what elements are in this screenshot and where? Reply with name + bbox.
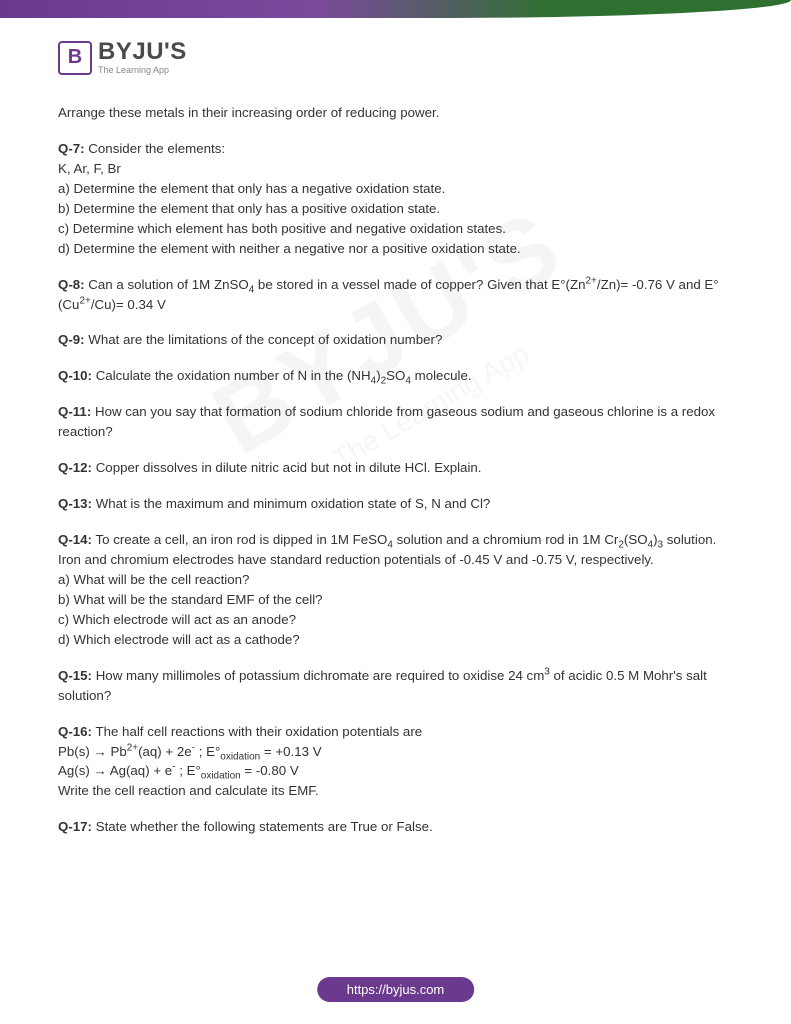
question-label: Q-12: (58, 460, 92, 475)
content-area: BYJU'S The Learning App Arrange these me… (0, 75, 791, 837)
question-label: Q-15: (58, 668, 92, 683)
question-10: Q-10: Calculate the oxidation number of … (58, 366, 733, 386)
question-label: Q-16: (58, 724, 92, 739)
question-label: Q-14: (58, 532, 92, 547)
logo: B BYJU'S The Learning App (0, 18, 791, 75)
question-9: Q-9: What are the limitations of the con… (58, 330, 733, 350)
question-13: Q-13: What is the maximum and minimum ox… (58, 494, 733, 514)
question-label: Q-8: (58, 277, 85, 292)
question-label: Q-7: (58, 141, 85, 156)
logo-title: BYJU'S (98, 40, 187, 64)
footer-url[interactable]: https://byjus.com (317, 977, 475, 1002)
question-label: Q-13: (58, 496, 92, 511)
question-label: Q-17: (58, 819, 92, 834)
question-14: Q-14: To create a cell, an iron rod is d… (58, 530, 733, 650)
logo-icon: B (58, 41, 92, 75)
header-decoration (0, 0, 791, 18)
question-label: Q-11: (58, 404, 91, 419)
question-11: Q-11: How can you say that formation of … (58, 402, 733, 442)
logo-subtitle: The Learning App (98, 66, 187, 75)
question-16: Q-16: The half cell reactions with their… (58, 722, 733, 802)
question-8: Q-8: Can a solution of 1M ZnSO4 be store… (58, 275, 733, 315)
question-7: Q-7: Consider the elements:K, Ar, F, Bra… (58, 139, 733, 259)
question-label: Q-9: (58, 332, 85, 347)
question-12: Q-12: Copper dissolves in dilute nitric … (58, 458, 733, 478)
intro-text: Arrange these metals in their increasing… (58, 103, 733, 123)
question-label: Q-10: (58, 368, 92, 383)
question-17: Q-17: State whether the following statem… (58, 817, 733, 837)
question-15: Q-15: How many millimoles of potassium d… (58, 666, 733, 706)
